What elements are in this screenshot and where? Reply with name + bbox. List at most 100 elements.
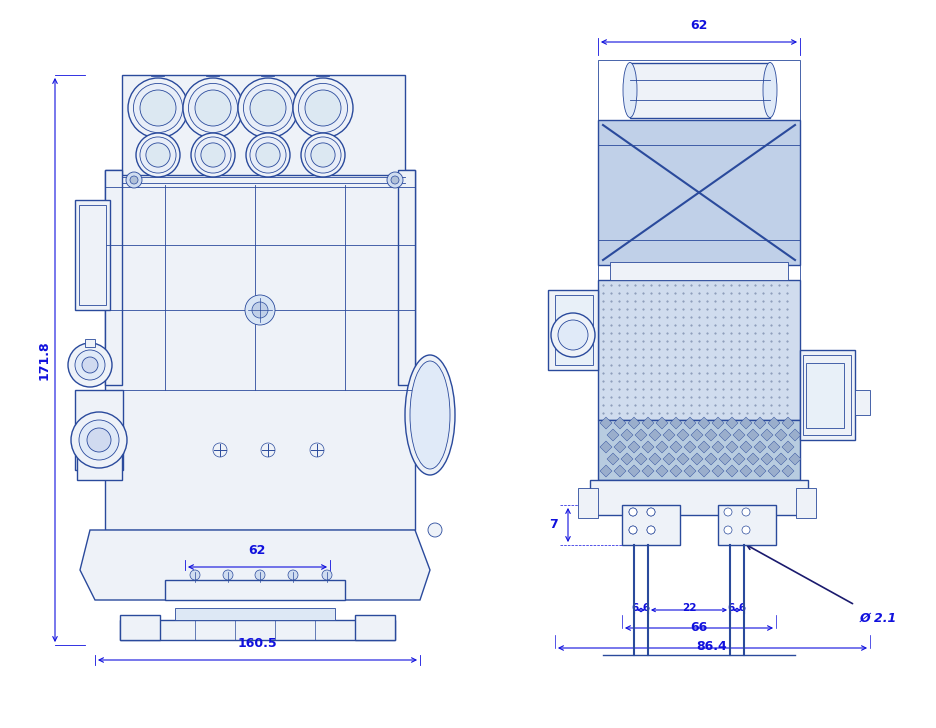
Bar [120, 615, 160, 640]
Bar [802, 355, 850, 435]
Circle shape [428, 523, 442, 537]
Circle shape [250, 90, 285, 126]
Polygon shape [746, 429, 758, 441]
Polygon shape [669, 441, 681, 453]
Circle shape [550, 313, 594, 357]
Bar [105, 170, 415, 530]
Circle shape [139, 137, 176, 173]
Bar [590, 480, 807, 515]
Circle shape [68, 343, 112, 387]
Polygon shape [599, 441, 611, 453]
Polygon shape [732, 429, 744, 441]
Bar [398, 170, 415, 385]
Polygon shape [663, 429, 674, 441]
Bar [597, 60, 799, 505]
Circle shape [647, 526, 654, 534]
Polygon shape [641, 465, 653, 477]
Polygon shape [663, 453, 674, 465]
Circle shape [298, 84, 347, 132]
Polygon shape [641, 417, 653, 429]
Ellipse shape [410, 361, 449, 469]
Text: 160.5: 160.5 [237, 637, 276, 650]
Polygon shape [613, 441, 625, 453]
Ellipse shape [622, 63, 636, 117]
Polygon shape [774, 429, 786, 441]
Circle shape [304, 137, 341, 173]
Circle shape [200, 143, 225, 167]
Polygon shape [732, 453, 744, 465]
Circle shape [75, 350, 105, 380]
Circle shape [305, 90, 341, 126]
Polygon shape [782, 441, 793, 453]
Circle shape [387, 172, 402, 188]
Polygon shape [753, 465, 766, 477]
Text: 86.4: 86.4 [695, 640, 726, 653]
Polygon shape [655, 417, 667, 429]
Ellipse shape [762, 63, 776, 117]
Bar [854, 390, 869, 415]
Bar [796, 488, 815, 518]
Polygon shape [725, 417, 738, 429]
Bar [122, 75, 404, 175]
Circle shape [724, 508, 731, 516]
Circle shape [133, 84, 183, 132]
Polygon shape [621, 429, 633, 441]
Bar [622, 505, 680, 545]
Polygon shape [607, 429, 619, 441]
Circle shape [82, 357, 98, 373]
Polygon shape [788, 453, 800, 465]
Polygon shape [753, 441, 766, 453]
Circle shape [647, 526, 654, 534]
Circle shape [390, 176, 399, 184]
Bar [175, 608, 335, 620]
Polygon shape [760, 453, 772, 465]
Bar [717, 505, 775, 545]
Polygon shape [677, 429, 688, 441]
Polygon shape [718, 429, 730, 441]
Bar [578, 488, 597, 518]
Circle shape [300, 133, 344, 177]
Circle shape [628, 526, 636, 534]
Polygon shape [697, 417, 709, 429]
Text: Ø 2.1: Ø 2.1 [859, 612, 897, 625]
Polygon shape [613, 417, 625, 429]
Polygon shape [711, 441, 724, 453]
Circle shape [724, 526, 731, 534]
Polygon shape [768, 417, 779, 429]
Bar [75, 200, 110, 310]
Circle shape [125, 172, 142, 188]
Polygon shape [683, 465, 695, 477]
Circle shape [255, 570, 265, 580]
Bar [629, 63, 769, 118]
Circle shape [252, 302, 268, 318]
Circle shape [71, 412, 127, 468]
Polygon shape [739, 441, 752, 453]
Polygon shape [599, 465, 611, 477]
Circle shape [293, 78, 353, 138]
Polygon shape [788, 429, 800, 441]
Bar [609, 262, 787, 280]
Polygon shape [718, 453, 730, 465]
Polygon shape [690, 429, 702, 441]
Bar [554, 295, 592, 365]
Polygon shape [760, 429, 772, 441]
Circle shape [256, 143, 280, 167]
Polygon shape [704, 429, 716, 441]
Circle shape [741, 526, 749, 534]
Bar [79, 205, 106, 305]
Circle shape [628, 526, 636, 534]
Bar [165, 580, 344, 600]
Bar [799, 350, 854, 440]
Polygon shape [655, 441, 667, 453]
Polygon shape [621, 453, 633, 465]
Text: 62: 62 [248, 544, 266, 557]
Bar [548, 290, 597, 370]
Circle shape [191, 133, 235, 177]
Circle shape [311, 143, 335, 167]
Bar [85, 339, 95, 347]
Text: 22: 22 [681, 603, 695, 613]
Bar [120, 620, 395, 640]
Polygon shape [739, 465, 752, 477]
Circle shape [628, 508, 636, 516]
Polygon shape [627, 465, 639, 477]
